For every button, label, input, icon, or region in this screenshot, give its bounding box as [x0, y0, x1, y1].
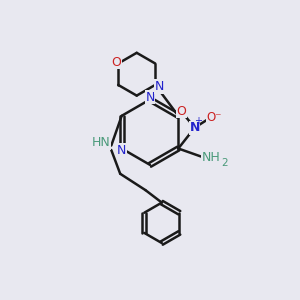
Text: 2: 2: [222, 158, 228, 168]
Text: N: N: [190, 121, 200, 134]
Text: N: N: [117, 143, 126, 157]
Text: N: N: [155, 80, 164, 93]
Text: HN: HN: [92, 136, 110, 149]
Text: NH: NH: [202, 151, 220, 164]
Text: O: O: [176, 105, 186, 118]
Text: O⁻: O⁻: [206, 111, 222, 124]
Text: O: O: [112, 56, 122, 68]
Text: +: +: [194, 116, 202, 126]
Text: N: N: [145, 91, 155, 103]
